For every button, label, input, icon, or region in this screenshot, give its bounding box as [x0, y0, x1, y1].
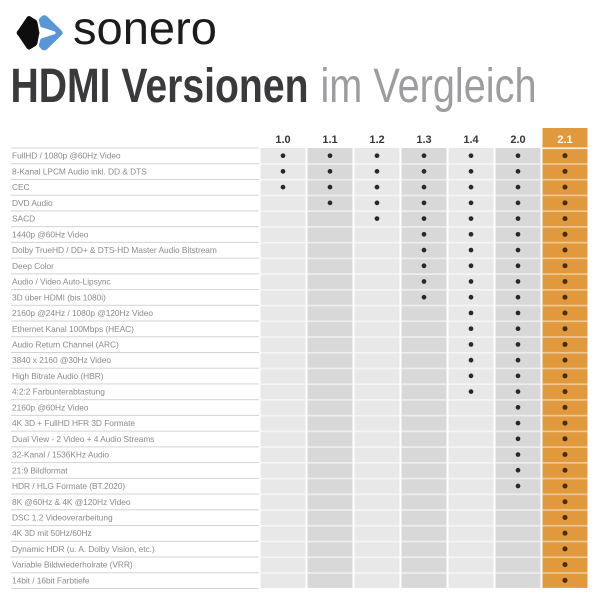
- svg-text:im Vergleich: im Vergleich: [321, 60, 537, 113]
- svg-text:Ethernet Kanal 100Mbps (HEAC): Ethernet Kanal 100Mbps (HEAC): [12, 324, 134, 334]
- svg-text:2160p @60Hz Video: 2160p @60Hz Video: [12, 402, 89, 412]
- svg-text:SACD: SACD: [12, 214, 35, 224]
- svg-text:HDR / HLG Formate (BT.2020): HDR / HLG Formate (BT.2020): [12, 481, 125, 491]
- svg-text:1440p @60Hz Video: 1440p @60Hz Video: [12, 229, 89, 239]
- svg-text:8K @60Hz & 4K @120Hz Video: 8K @60Hz & 4K @120Hz Video: [12, 497, 131, 507]
- svg-text:Dolby TrueHD / DD+ & DTS-HD Ma: Dolby TrueHD / DD+ & DTS-HD Master Audio…: [12, 245, 217, 255]
- svg-text:3840 x 2160 @30Hz Video: 3840 x 2160 @30Hz Video: [12, 355, 111, 365]
- svg-text:1.1: 1.1: [322, 134, 337, 146]
- svg-text:Dynamic HDR (u. A. Dolby Visio: Dynamic HDR (u. A. Dolby Vision, etc.): [12, 544, 155, 554]
- svg-text:sonero: sonero: [73, 2, 217, 54]
- svg-text:4K 3D mit 50Hz/60Hz: 4K 3D mit 50Hz/60Hz: [12, 528, 92, 538]
- svg-text:HDMI Versionen: HDMI Versionen: [11, 60, 309, 113]
- svg-text:DVD Audio: DVD Audio: [12, 198, 53, 208]
- svg-text:8-Kanal LPCM Audio inkl. DD &: 8-Kanal LPCM Audio inkl. DD & DTS: [12, 166, 147, 176]
- svg-text:1.0: 1.0: [275, 134, 290, 146]
- svg-text:21:9 Bildformat: 21:9 Bildformat: [12, 465, 68, 475]
- svg-text:FullHD / 1080p @60Hz Video: FullHD / 1080p @60Hz Video: [12, 151, 121, 161]
- svg-text:Dual View - 2 Video + 4 Audio: Dual View - 2 Video + 4 Audio Streams: [12, 434, 154, 444]
- svg-text:Audio / Video Auto-Lipsync: Audio / Video Auto-Lipsync: [12, 277, 111, 287]
- svg-text:4:2:2 Farbunterabtastung: 4:2:2 Farbunterabtastung: [12, 387, 105, 397]
- svg-text:14bit / 16bit Farbtiefe: 14bit / 16bit Farbtiefe: [12, 575, 90, 585]
- svg-text:Variable Bildwiederholrate (VR: Variable Bildwiederholrate (VRR): [12, 560, 133, 570]
- svg-text:Deep Color: Deep Color: [12, 261, 54, 271]
- svg-text:DSC 1.2 Videoverarbeitung: DSC 1.2 Videoverarbeitung: [12, 513, 113, 523]
- svg-text:1.4: 1.4: [463, 134, 479, 146]
- svg-text:4K 3D + FullHD HFR 3D Formate: 4K 3D + FullHD HFR 3D Formate: [12, 418, 135, 428]
- svg-text:2.0: 2.0: [510, 134, 525, 146]
- svg-text:1.3: 1.3: [416, 134, 431, 146]
- svg-text:Audio Return Channel (ARC): Audio Return Channel (ARC): [12, 339, 119, 349]
- svg-text:2160p @24Hz / 1080p @120Hz Vid: 2160p @24Hz / 1080p @120Hz Video: [12, 308, 153, 318]
- svg-text:3D über HDMI (bis 1080i): 3D über HDMI (bis 1080i): [12, 292, 106, 302]
- svg-text:High Bitrate Audio (HBR): High Bitrate Audio (HBR): [12, 371, 104, 381]
- svg-text:32-Kanal / 1536KHz Audio: 32-Kanal / 1536KHz Audio: [12, 450, 109, 460]
- svg-text:2.1: 2.1: [557, 134, 572, 146]
- svg-text:CEC: CEC: [12, 182, 30, 192]
- svg-text:1.2: 1.2: [369, 134, 384, 146]
